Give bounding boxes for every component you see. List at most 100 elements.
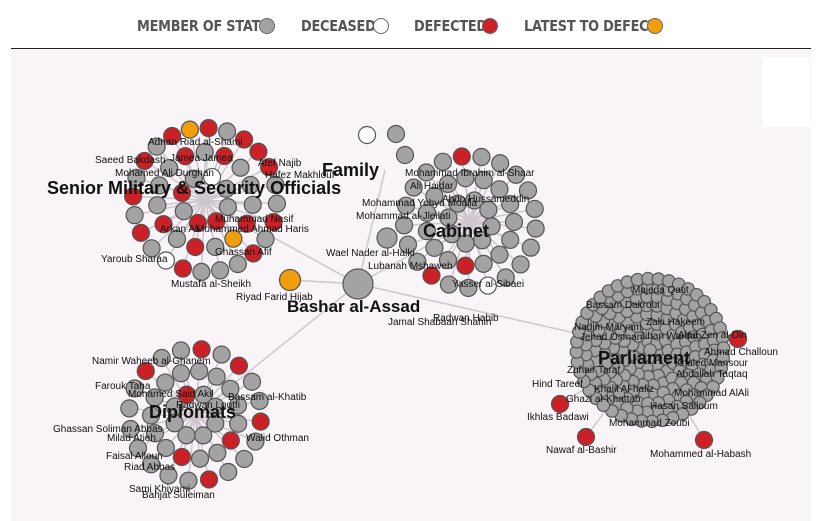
parliament-member-node[interactable] (643, 343, 657, 357)
parliament-defected-node[interactable] (694, 430, 714, 450)
diplomats-member-node[interactable] (145, 424, 165, 443)
diplomats-member-node[interactable] (121, 419, 140, 439)
diplomats-member-node[interactable] (141, 406, 161, 425)
military-member-node[interactable] (150, 176, 169, 195)
military-member-node[interactable] (172, 183, 192, 203)
cabinet-member-node[interactable] (525, 199, 544, 219)
cabinet-member-node[interactable] (501, 195, 520, 214)
cabinet-member-node[interactable] (479, 200, 498, 219)
military-member-node[interactable] (217, 122, 237, 141)
military-member-node[interactable] (244, 244, 263, 263)
parliament-defected-node[interactable] (550, 394, 570, 414)
military-member-node[interactable] (123, 187, 143, 206)
diplomats-member-node[interactable] (207, 367, 226, 386)
military-member-node[interactable] (202, 167, 222, 187)
diplomats-member-node[interactable] (156, 373, 175, 392)
diplomats-member-node[interactable] (194, 385, 213, 404)
diplomats-member-node[interactable] (145, 388, 164, 407)
cabinet-member-node[interactable] (433, 152, 452, 171)
cabinet-member-node[interactable] (438, 251, 458, 270)
diplomats-member-node[interactable] (120, 399, 139, 418)
cabinet-member-node[interactable] (408, 252, 427, 271)
diplomats-member-node[interactable] (246, 432, 265, 451)
cabinet-member-node[interactable] (425, 238, 444, 257)
cabinet-member-node[interactable] (417, 222, 437, 241)
cabinet-member-node[interactable] (501, 230, 520, 249)
parliament-defected-node[interactable] (576, 427, 596, 447)
military-member-node[interactable] (184, 169, 203, 188)
diplomats-member-node[interactable] (136, 361, 155, 381)
military-member-node[interactable] (188, 213, 208, 233)
military-member-node[interactable] (237, 214, 256, 233)
diplomats-member-node[interactable] (251, 412, 270, 431)
bashar-al-assad-node[interactable] (342, 268, 374, 300)
military-member-node[interactable] (127, 168, 146, 188)
diplomats-member-node[interactable] (141, 455, 161, 474)
diplomats-member-node[interactable] (128, 439, 148, 458)
military-member-node[interactable] (147, 137, 166, 156)
cabinet-member-node[interactable] (438, 174, 458, 193)
cabinet-member-node[interactable] (496, 268, 515, 287)
cabinet-member-node[interactable] (456, 169, 475, 188)
cabinet-member-node[interactable] (490, 245, 509, 264)
military-member-node[interactable] (249, 142, 268, 161)
military-member-node[interactable] (167, 229, 187, 249)
diplomats-member-node[interactable] (159, 466, 178, 485)
military-member-node[interactable] (176, 147, 195, 166)
diplomats-member-node[interactable] (179, 471, 198, 490)
diplomats-member-node[interactable] (152, 348, 171, 368)
diplomats-member-node[interactable] (221, 431, 240, 450)
riyad-hijab-node[interactable] (278, 268, 302, 292)
cabinet-member-node[interactable] (490, 180, 509, 199)
parliament-member-node[interactable] (596, 398, 611, 413)
military-member-node[interactable] (256, 229, 275, 249)
military-member-node[interactable] (259, 158, 279, 177)
diplomats-member-node[interactable] (125, 379, 144, 398)
cabinet-member-node[interactable] (474, 171, 493, 190)
diplomats-member-node[interactable] (171, 364, 191, 383)
family-member-node[interactable] (395, 145, 415, 165)
cabinet-member-node[interactable] (417, 163, 436, 182)
military-member-node[interactable] (135, 151, 154, 171)
diplomats-member-node[interactable] (219, 462, 238, 482)
cabinet-member-node[interactable] (518, 181, 538, 200)
military-member-node[interactable] (195, 142, 214, 162)
military-member-node[interactable] (211, 261, 230, 280)
parliament-defected-node[interactable] (728, 329, 748, 349)
military-member-node[interactable] (206, 237, 225, 257)
military-member-node[interactable] (154, 215, 173, 234)
cabinet-member-node[interactable] (452, 147, 471, 166)
diplomats-member-node[interactable] (171, 341, 191, 360)
diplomats-member-node[interactable] (192, 340, 211, 359)
diplomats-member-node[interactable] (199, 470, 219, 489)
cabinet-member-node[interactable] (404, 178, 423, 197)
military-member-node[interactable] (131, 223, 151, 242)
military-member-node[interactable] (243, 195, 262, 214)
cabinet-member-node[interactable] (394, 216, 414, 235)
diplomats-member-node[interactable] (242, 372, 262, 391)
military-member-node[interactable] (174, 202, 193, 221)
military-member-node[interactable] (180, 120, 199, 139)
diplomats-member-node[interactable] (250, 391, 269, 411)
military-member-node[interactable] (160, 158, 179, 178)
cabinet-member-node[interactable] (396, 196, 416, 215)
military-member-node[interactable] (218, 197, 238, 217)
diplomats-member-node[interactable] (206, 397, 225, 416)
military-member-node[interactable] (228, 254, 247, 274)
military-member-node[interactable] (199, 118, 218, 138)
cabinet-member-node[interactable] (439, 208, 458, 227)
family-member-node[interactable] (357, 125, 377, 145)
cabinet-member-node[interactable] (465, 191, 484, 210)
military-member-node[interactable] (125, 206, 144, 225)
diplomats-member-node[interactable] (165, 397, 184, 416)
military-member-node[interactable] (266, 175, 285, 194)
cabinet-member-node[interactable] (491, 154, 510, 173)
cabinet-member-node[interactable] (504, 212, 524, 232)
cabinet-member-node[interactable] (478, 276, 497, 295)
military-member-node[interactable] (241, 175, 260, 195)
cabinet-member-node[interactable] (521, 238, 540, 257)
military-member-node[interactable] (186, 237, 205, 257)
cabinet-member-node[interactable] (526, 219, 545, 238)
diplomats-member-node[interactable] (235, 449, 254, 469)
wael-al-halki-node[interactable] (376, 227, 398, 249)
